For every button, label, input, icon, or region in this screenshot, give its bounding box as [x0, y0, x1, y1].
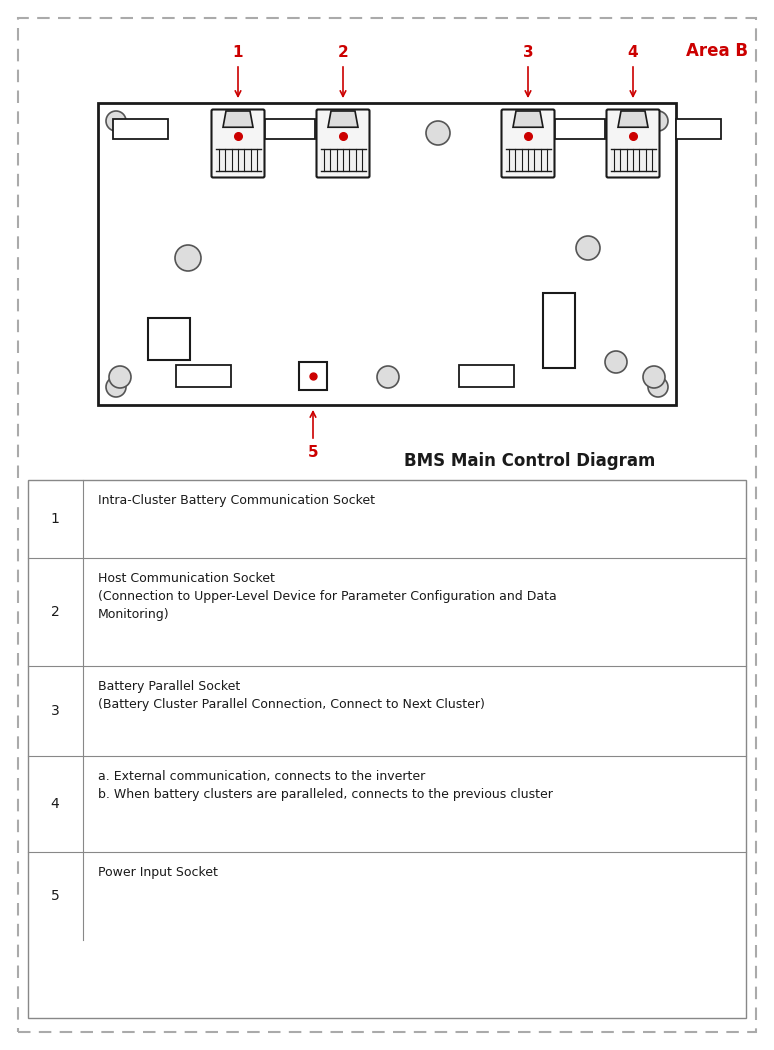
Text: 1: 1	[233, 45, 243, 60]
Text: BMS Main Control Diagram: BMS Main Control Diagram	[404, 452, 656, 470]
Bar	[299, 362, 327, 390]
FancyBboxPatch shape	[211, 109, 265, 177]
Bar	[611, 149, 656, 171]
Circle shape	[377, 366, 399, 388]
Bar	[98, 103, 676, 405]
Text: 2: 2	[337, 45, 348, 60]
Circle shape	[576, 236, 600, 260]
Bar	[112, 119, 167, 139]
Bar	[320, 149, 365, 171]
Text: 4: 4	[628, 45, 639, 60]
Text: 1: 1	[50, 512, 60, 526]
Circle shape	[643, 366, 665, 388]
Circle shape	[106, 111, 126, 131]
Bar	[458, 365, 513, 387]
Text: a. External communication, connects to the inverter
b. When battery clusters are: a. External communication, connects to t…	[98, 770, 553, 801]
Circle shape	[426, 121, 450, 145]
Circle shape	[605, 351, 627, 373]
Text: 4: 4	[50, 797, 60, 811]
Text: 3: 3	[50, 704, 60, 718]
Text: Area B: Area B	[686, 42, 748, 60]
Bar	[176, 365, 231, 387]
Bar	[555, 119, 605, 139]
Circle shape	[175, 245, 201, 271]
Text: Intra-Cluster Battery Communication Socket: Intra-Cluster Battery Communication Sock…	[98, 494, 375, 507]
Text: 5: 5	[308, 445, 318, 460]
Circle shape	[648, 377, 668, 397]
Bar	[265, 119, 315, 139]
FancyBboxPatch shape	[502, 109, 554, 177]
Polygon shape	[618, 111, 648, 127]
Polygon shape	[223, 111, 253, 127]
Bar	[505, 149, 550, 171]
Circle shape	[106, 377, 126, 397]
Text: 2: 2	[50, 605, 60, 620]
Text: 3: 3	[522, 45, 533, 60]
Bar	[215, 149, 261, 171]
Bar	[28, 480, 746, 1018]
Bar	[148, 318, 190, 360]
Circle shape	[109, 366, 131, 388]
Circle shape	[648, 111, 668, 131]
Polygon shape	[328, 111, 358, 127]
FancyBboxPatch shape	[317, 109, 369, 177]
Text: 5: 5	[50, 889, 60, 903]
Polygon shape	[513, 111, 543, 127]
Bar	[676, 119, 721, 139]
Text: Host Communication Socket
(Connection to Upper-Level Device for Parameter Config: Host Communication Socket (Connection to…	[98, 572, 557, 621]
Text: Battery Parallel Socket
(Battery Cluster Parallel Connection, Connect to Next Cl: Battery Parallel Socket (Battery Cluster…	[98, 680, 485, 711]
Text: Power Input Socket: Power Input Socket	[98, 866, 217, 879]
FancyBboxPatch shape	[607, 109, 659, 177]
Bar	[543, 293, 575, 368]
